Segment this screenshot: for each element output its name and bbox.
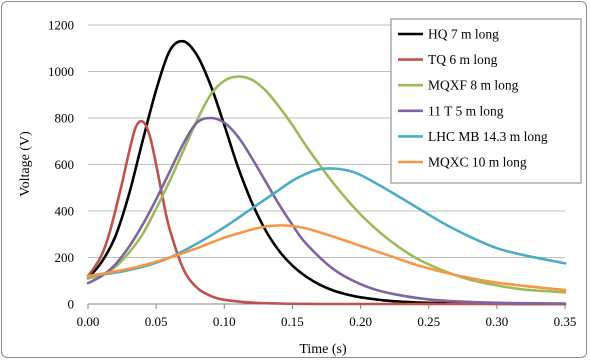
y-tick-label: 1000 — [48, 64, 74, 79]
legend-label: TQ 6 m long — [428, 52, 498, 67]
legend-label: 11 T 5 m long — [428, 103, 504, 118]
y-tick-label: 1200 — [48, 18, 74, 33]
x-tick-label: 0.05 — [145, 314, 168, 329]
y-tick-label: 800 — [55, 111, 75, 126]
x-tick-label: 0.30 — [485, 314, 508, 329]
y-tick-label: 600 — [55, 157, 75, 172]
x-tick-label: 0.10 — [213, 314, 236, 329]
series-line-mqxc-10-m-long — [86, 224, 567, 292]
series-line-tq-6-m-long — [86, 119, 567, 306]
x-tick-label: 0.20 — [349, 314, 372, 329]
x-tick-label: 0.00 — [77, 314, 100, 329]
legend-label: LHC MB 14.3 m long — [428, 129, 548, 144]
x-tick-label: 0.35 — [554, 314, 577, 329]
legend: HQ 7 m long TQ 6 m long MQXF 8 m long 11 T … — [390, 18, 582, 184]
x-tick-label: 0.25 — [417, 314, 440, 329]
legend-box — [390, 18, 582, 184]
legend-label: HQ 7 m long — [428, 27, 499, 42]
tick-labels: 0 200 400 600 800 1000 1200 0.00 0.05 0.10 0.15 0.2… — [48, 18, 576, 330]
series-line-mqxf-8-m-long — [86, 75, 567, 294]
y-tick-label: 0 — [68, 297, 75, 312]
legend-label: MQXC 10 m long — [428, 155, 527, 170]
series-line-11-t-5-m-long — [86, 116, 567, 305]
y-tick-label: 400 — [55, 204, 75, 219]
legend-label: MQXF 8 m long — [428, 78, 519, 93]
series-lines — [86, 39, 567, 306]
x-tick-label: 0.15 — [281, 314, 304, 329]
x-axis-label: Time (s) — [299, 342, 347, 357]
y-axis-label: Voltage (V) — [18, 131, 33, 197]
y-tick-label: 200 — [55, 250, 75, 265]
